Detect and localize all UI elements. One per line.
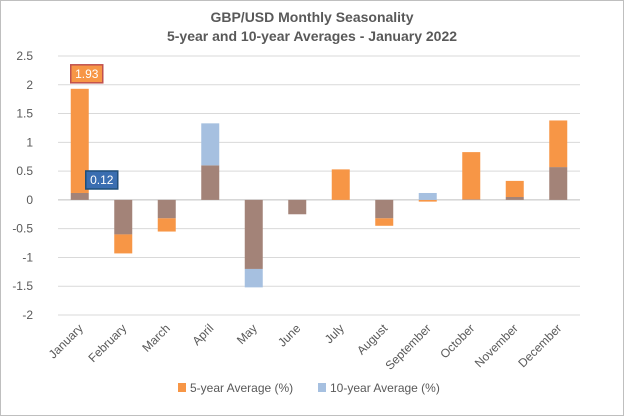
y-tick-label: 0.5 <box>16 164 33 178</box>
y-tick-label: 1 <box>26 135 33 149</box>
callout-label: 0.12 <box>90 173 114 187</box>
x-tick-label: September <box>382 321 433 372</box>
bar-overlap <box>505 197 524 200</box>
x-tick-label: March <box>139 321 172 354</box>
x-tick-label: April <box>189 321 216 348</box>
callout-box <box>70 64 104 84</box>
y-tick-label: 1.5 <box>16 107 33 121</box>
x-tick-label: May <box>234 321 260 347</box>
bar-overlap <box>244 199 263 269</box>
legend-swatch-5-year <box>178 383 186 392</box>
bar-10-year <box>418 192 437 200</box>
y-tick-label: -2 <box>22 308 33 322</box>
callout-label: 1.93 <box>75 67 99 81</box>
bar-overlap <box>375 199 394 219</box>
y-tick-label: -0.5 <box>12 222 33 236</box>
x-tick-label: August <box>354 321 391 358</box>
y-tick-label: -1.5 <box>12 279 33 293</box>
x-tick-label: October <box>437 321 477 361</box>
y-tick-label: 2.5 <box>16 49 33 63</box>
bar-overlap <box>462 199 481 200</box>
bar-5-year <box>157 218 176 232</box>
gridlines <box>58 55 580 316</box>
legend: 5-year Average (%) 10-year Average (%) <box>178 381 440 395</box>
bar-5-year <box>549 120 568 168</box>
bar-overlap <box>288 199 307 215</box>
bar-5-year <box>505 180 524 198</box>
bar-overlap <box>201 165 220 200</box>
data-callouts: 1.93 0.12 <box>70 64 119 190</box>
bar-5-year <box>462 152 481 200</box>
y-tick-label: 2 <box>26 78 33 92</box>
x-tick-label: December <box>515 321 564 370</box>
bar-5-year <box>418 199 437 202</box>
bar-10-year <box>244 268 263 288</box>
bar-5-year <box>331 169 350 200</box>
chart-subtitle: 5-year and 10-year Averages - January 20… <box>166 28 458 44</box>
x-tick-label: June <box>275 321 304 350</box>
bar-5-year <box>375 218 394 226</box>
chart-title: GBP/USD Monthly Seasonality <box>210 9 414 25</box>
x-tick-label: July <box>322 321 347 346</box>
bar-overlap <box>549 167 568 200</box>
bar-overlap <box>157 199 176 219</box>
bar-5-year <box>114 234 133 254</box>
y-tick-label: -1 <box>22 250 33 264</box>
y-tick-label: 0 <box>26 193 33 207</box>
bar-5-year <box>70 88 89 193</box>
bars <box>70 88 568 288</box>
bar-overlap <box>114 199 133 235</box>
x-tick-label: January <box>46 321 86 361</box>
legend-label: 10-year Average (%) <box>330 381 440 395</box>
callout: 1.93 <box>70 64 104 84</box>
callout: 0.12 <box>85 170 119 190</box>
callout-box <box>85 170 119 190</box>
x-tick-label: November <box>472 321 521 370</box>
x-axis-ticks: January February March April May June July Augu… <box>46 321 565 373</box>
legend-label: 5-year Average (%) <box>190 381 293 395</box>
bar-10-year <box>201 123 220 166</box>
y-axis-ticks: 2.5 2 1.5 1 0.5 0 -0.5 -1 -1.5 -2 <box>12 49 33 322</box>
legend-swatch-10-year <box>318 383 326 392</box>
bar-overlap <box>70 192 89 200</box>
x-tick-label: February <box>86 321 130 365</box>
